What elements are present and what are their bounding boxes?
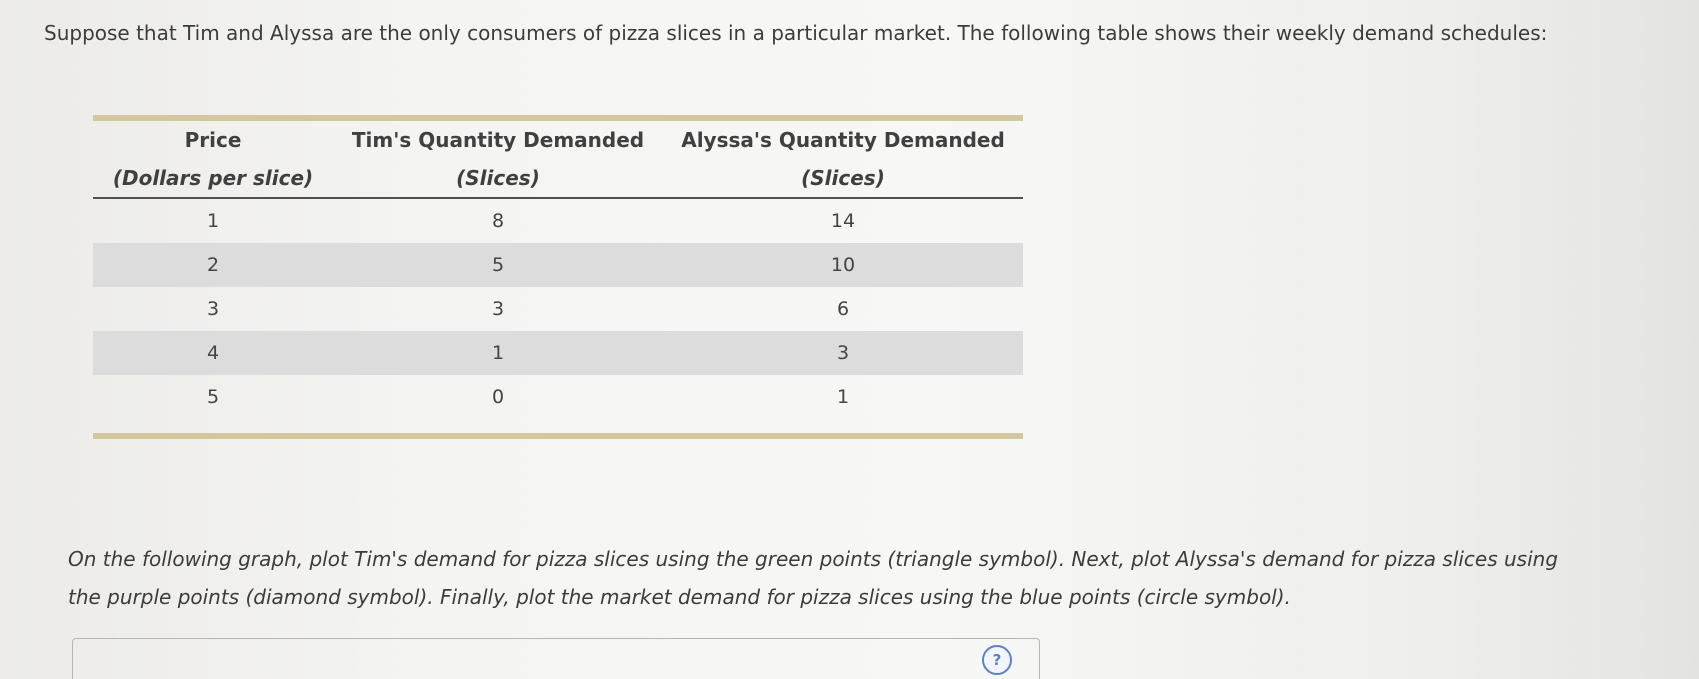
cell-tim: 3 (491, 298, 505, 320)
table-row: 5 0 1 (93, 375, 1023, 419)
table-row: 4 1 3 (93, 331, 1023, 375)
cell-tim: 1 (333, 331, 663, 375)
intro-text: Suppose that Tim and Alyssa are the only… (44, 21, 1548, 45)
cell-price: 5 (206, 386, 220, 408)
table-bottom-rule (93, 433, 1023, 439)
header-tim-unit: (Slices) (333, 159, 663, 199)
cell-tim: 5 (333, 243, 663, 287)
header-tim-quantity: Tim's Quantity Demanded (351, 128, 645, 152)
table-top-rule (93, 115, 1023, 121)
help-icon[interactable]: ? (982, 645, 1012, 675)
header-price-unit: (Dollars per slice) (93, 159, 333, 199)
cell-price: 4 (93, 331, 333, 375)
table-row: 1 8 14 (93, 198, 1023, 243)
table-row: 3 3 6 (93, 287, 1023, 331)
demand-table: Price Tim's Quantity Demanded Alyssa's Q… (93, 121, 1023, 419)
cell-price: 1 (206, 210, 220, 232)
graph-instructions: On the following graph, plot Tim's deman… (68, 547, 1559, 609)
header-price: Price (184, 128, 242, 152)
cell-price: 3 (206, 298, 220, 320)
cell-tim: 0 (491, 386, 505, 408)
cell-alyssa: 10 (663, 243, 1023, 287)
cell-alyssa: 1 (836, 386, 850, 408)
cell-alyssa: 3 (663, 331, 1023, 375)
header-alyssa-unit: (Slices) (663, 159, 1023, 199)
graph-panel[interactable] (72, 638, 1040, 679)
cell-alyssa: 6 (836, 298, 850, 320)
demand-schedule-table: Price Tim's Quantity Demanded Alyssa's Q… (93, 115, 1023, 439)
cell-alyssa: 14 (830, 210, 856, 232)
cell-price: 2 (93, 243, 333, 287)
header-alyssa-quantity: Alyssa's Quantity Demanded (681, 128, 1005, 152)
table-row: 2 5 10 (93, 243, 1023, 287)
cell-tim: 8 (491, 210, 505, 232)
